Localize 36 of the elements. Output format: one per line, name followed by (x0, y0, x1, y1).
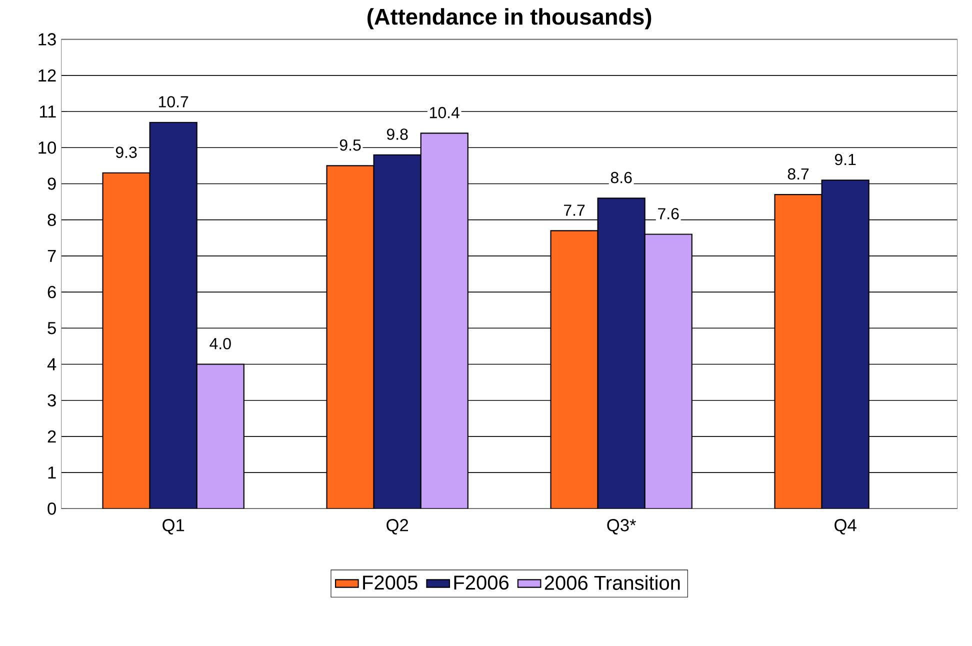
data-label: 4.0 (210, 338, 231, 350)
data-label: 9.1 (834, 154, 856, 166)
y-tick-label: 1 (48, 466, 56, 479)
data-label: 7.7 (564, 204, 585, 216)
bar (196, 364, 244, 509)
y-tick-label: 2 (48, 430, 56, 442)
y-tick-label: 4 (47, 358, 56, 370)
y-tick-label: 11 (40, 106, 56, 118)
y-tick-label: 6 (48, 286, 56, 298)
x-tick-label: Q2 (386, 519, 408, 534)
data-label: 9.8 (386, 128, 408, 140)
data-label: 10.7 (158, 96, 188, 108)
data-label: 9.5 (340, 139, 361, 151)
y-tick-label: 10 (38, 141, 56, 154)
y-tick-label: 0 (48, 502, 56, 515)
y-tick-label: 8 (48, 214, 56, 226)
data-label: 8.7 (788, 168, 809, 180)
data-label: 9.3 (116, 146, 137, 158)
x-tick-label: Q1 (162, 519, 184, 534)
legend-label: F2005 (363, 576, 418, 590)
x-tick-label: Q3* (607, 519, 636, 534)
y-tick-label: 13 (38, 33, 56, 46)
data-label: 8.6 (610, 172, 632, 184)
y-tick-label: 7 (48, 250, 56, 262)
data-label: 7.6 (658, 208, 679, 220)
y-tick-label: 3 (48, 394, 56, 406)
legend-label: 2006 Transition (544, 575, 680, 590)
y-tick-label: 12 (38, 69, 56, 82)
chart-title: (Attendance in thousands) (368, 8, 652, 30)
legend-label: F2006 (454, 576, 509, 590)
bar (644, 234, 692, 509)
y-tick-label: 9 (48, 178, 56, 190)
bar (420, 132, 468, 509)
y-tick-label: 5 (48, 322, 56, 334)
data-label: 10.4 (430, 106, 460, 118)
x-tick-label: Q4 (834, 519, 856, 534)
